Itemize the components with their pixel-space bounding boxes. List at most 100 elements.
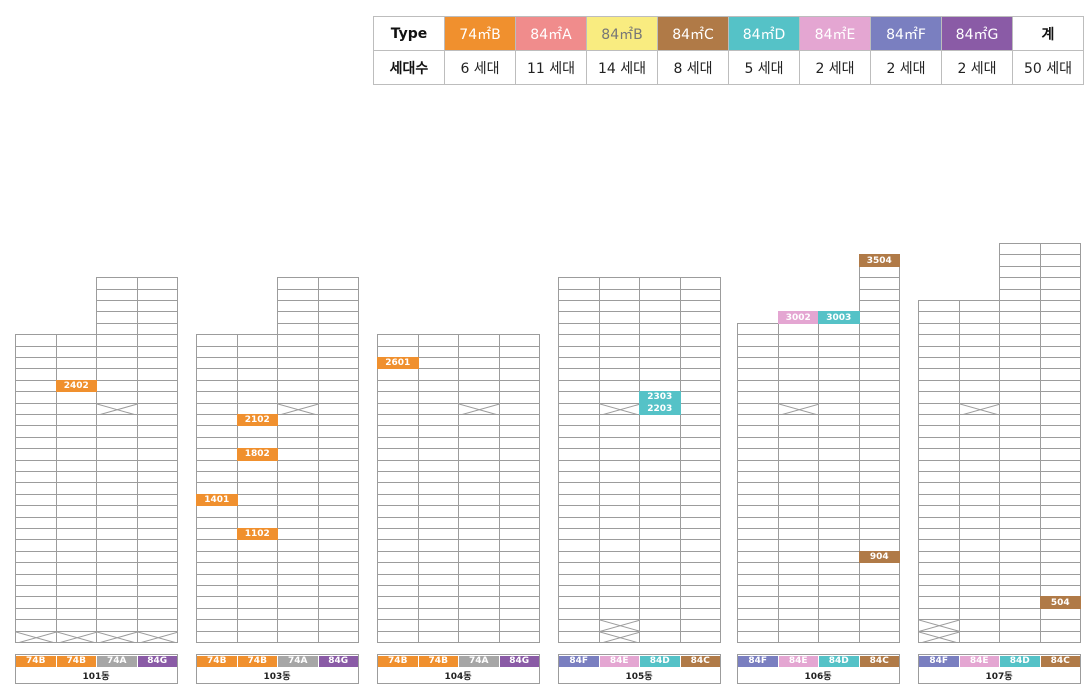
floor-cell <box>598 562 640 575</box>
floor-cell <box>558 573 600 586</box>
floor-cell <box>317 459 359 472</box>
floor-cell <box>999 277 1041 290</box>
floor-cell <box>55 562 97 575</box>
floor-cell <box>679 288 721 301</box>
unit-2601: 2601 <box>377 357 419 370</box>
floor-cell <box>858 516 900 529</box>
floor-cell <box>236 585 278 598</box>
floor-cell <box>558 345 600 358</box>
floor-cell <box>679 391 721 404</box>
floor-cell <box>737 357 779 370</box>
floor-cell <box>999 345 1041 358</box>
floor-cell <box>858 425 900 438</box>
floor-cell <box>639 482 681 495</box>
floor-cell <box>417 505 459 518</box>
floor-cell <box>558 357 600 370</box>
floor-cell <box>458 425 500 438</box>
floor-cell <box>277 459 319 472</box>
floor-cell <box>277 288 319 301</box>
floor-cell <box>958 379 1000 393</box>
floor-cell <box>818 334 860 347</box>
floor-cell <box>737 402 779 415</box>
pilotis-cell <box>277 402 319 415</box>
floor-cell <box>558 550 600 564</box>
floor-cell <box>639 619 681 632</box>
floor-cell <box>999 265 1041 279</box>
floor-cell <box>96 607 138 621</box>
floor-cell <box>737 471 779 484</box>
floor-cell <box>918 607 960 621</box>
floor-cell <box>999 448 1041 461</box>
floor-cell <box>598 505 640 518</box>
floor-cell <box>858 311 900 324</box>
floor-cell <box>277 334 319 347</box>
floor-cell <box>15 562 57 575</box>
floor-cell <box>317 516 359 529</box>
floor-cell <box>737 596 779 609</box>
floor-cell <box>777 357 819 370</box>
floor-cell <box>96 345 138 358</box>
floor-cell <box>918 459 960 472</box>
floor-cell <box>918 539 960 552</box>
floor-cell <box>918 471 960 484</box>
floor-cell <box>96 516 138 529</box>
floor-cell <box>236 573 278 586</box>
pilotis-cross-icon <box>599 631 640 643</box>
floor-cell <box>458 368 500 381</box>
floor-cell <box>96 459 138 472</box>
floor-cell <box>96 414 138 427</box>
floor-cell <box>96 482 138 495</box>
floor-cell <box>15 436 57 450</box>
floor-cell <box>317 482 359 495</box>
floor-cell <box>999 334 1041 347</box>
floor-cell <box>818 459 860 472</box>
floor-cell <box>558 516 600 529</box>
floor-cell <box>96 277 138 290</box>
floor-cell <box>498 448 540 461</box>
floor-cell <box>958 459 1000 472</box>
floor-cell <box>458 391 500 404</box>
floor-cell <box>737 585 779 598</box>
floor-cell <box>918 505 960 518</box>
floor-cell <box>1039 254 1081 267</box>
floor-cell <box>15 528 57 541</box>
legend-type-84e: 84㎡E <box>799 16 871 51</box>
floor-cell <box>317 550 359 564</box>
floor-cell <box>15 585 57 598</box>
floor-cell <box>639 471 681 484</box>
floor-cell <box>377 459 419 472</box>
floor-cell <box>317 471 359 484</box>
floor-cell <box>196 402 238 415</box>
pilotis-cell <box>96 402 138 415</box>
floor-cell <box>136 379 178 393</box>
floor-cell <box>458 528 500 541</box>
floor-cell <box>236 357 278 370</box>
floor-cell <box>858 277 900 290</box>
floor-cell <box>558 562 600 575</box>
floor-cell <box>958 471 1000 484</box>
floor-cell <box>377 471 419 484</box>
floor-cell <box>136 322 178 336</box>
floor-cell <box>417 539 459 552</box>
floor-cell <box>1039 288 1081 301</box>
floor-cell <box>918 311 960 324</box>
floor-cell <box>858 368 900 381</box>
floor-cell <box>417 334 459 347</box>
floor-cell <box>317 539 359 552</box>
floor-cell <box>558 459 600 472</box>
floor-cell <box>679 345 721 358</box>
floor-cell <box>458 345 500 358</box>
floor-cell <box>317 630 359 643</box>
pilotis-cross-icon <box>599 403 640 415</box>
floor-cell <box>498 379 540 393</box>
floor-cell <box>777 345 819 358</box>
floor-cell <box>558 402 600 415</box>
floor-cell <box>999 254 1041 267</box>
floor-cell <box>458 573 500 586</box>
floor-cell <box>1039 550 1081 564</box>
floor-cell <box>679 379 721 393</box>
pilotis-cell <box>918 619 960 632</box>
floor-cell <box>55 482 97 495</box>
floor-cell <box>196 425 238 438</box>
floor-cell <box>958 436 1000 450</box>
